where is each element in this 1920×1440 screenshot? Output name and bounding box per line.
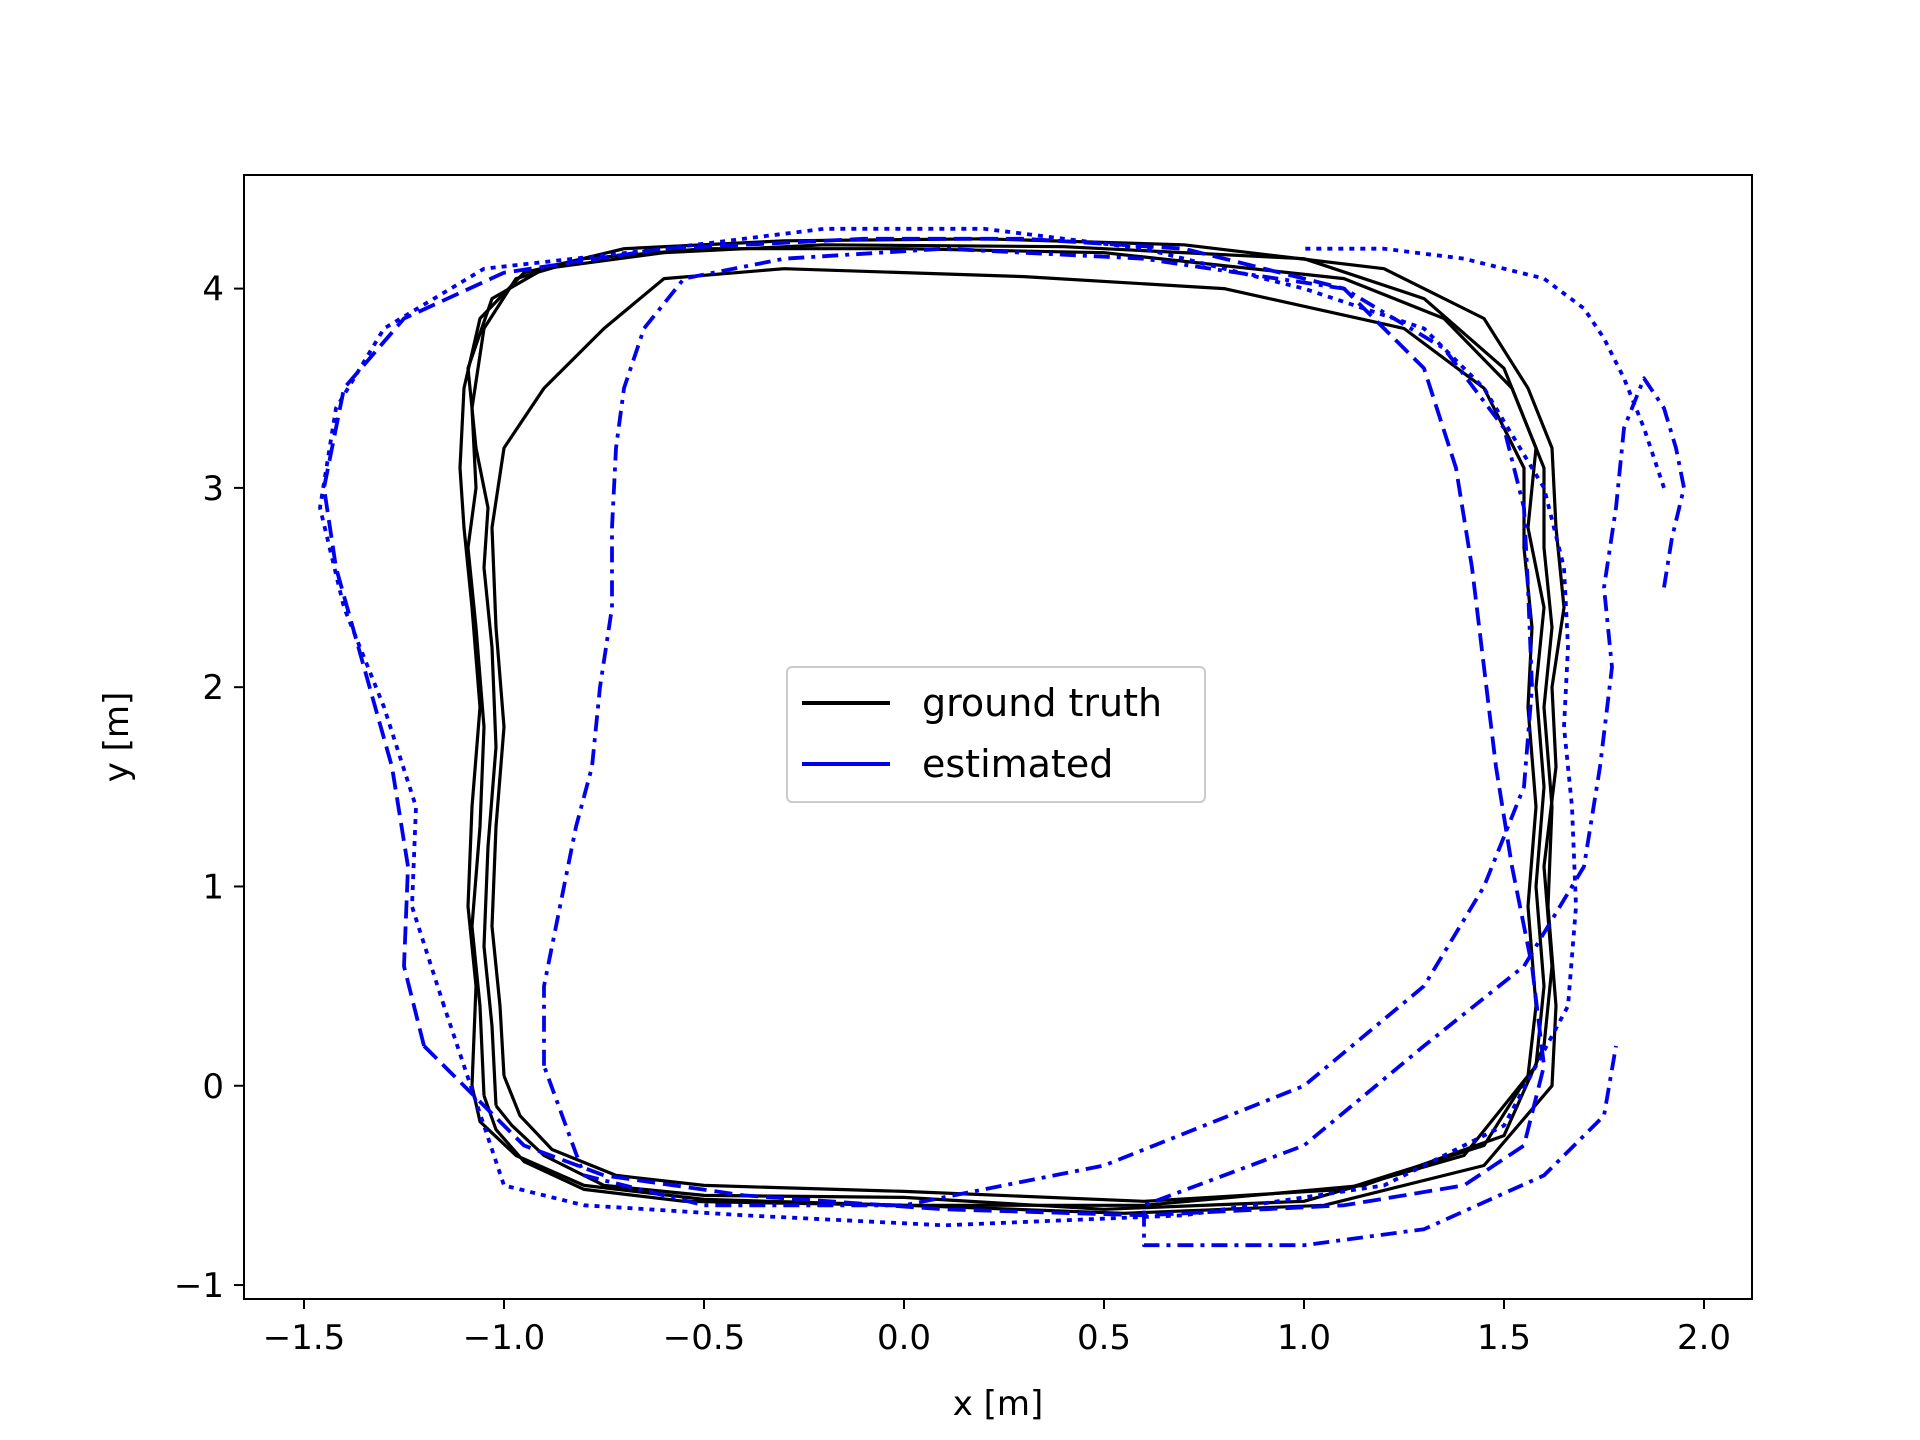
series-line-2	[458, 237, 1566, 1207]
x-axis-label: x [m]	[953, 1384, 1044, 1424]
series-line-8	[1304, 246, 1666, 489]
series-line-4	[322, 236, 1546, 1218]
series-layer	[318, 226, 1686, 1248]
y-axis-label: y [m]	[97, 692, 137, 783]
series-line-5	[318, 226, 1578, 1228]
y-tick-label: 1	[202, 867, 224, 907]
legend-label-ground-truth: ground truth	[922, 681, 1162, 725]
y-tick-label: 0	[202, 1067, 224, 1107]
x-tick-label: 0.5	[1077, 1318, 1131, 1358]
x-axis: −1.5 −1.0 −0.5 0.0 0.5 1.0 1.5 2.0	[263, 1299, 1731, 1358]
legend-label-estimated: estimated	[922, 742, 1113, 786]
x-tick-label: 0.0	[877, 1318, 931, 1358]
x-tick-label: −1.5	[263, 1318, 346, 1358]
series-line-3	[490, 267, 1538, 1203]
y-tick-label: 4	[202, 270, 224, 310]
legend: ground truth estimated	[786, 666, 1206, 803]
x-tick-label: 2.0	[1677, 1318, 1731, 1358]
legend-box	[786, 666, 1206, 803]
x-tick-label: 1.0	[1277, 1318, 1331, 1358]
x-tick-label: −1.0	[463, 1318, 546, 1358]
plot-area-frame	[243, 174, 1753, 1300]
series-line-6	[542, 246, 1534, 1208]
y-axis: −1 0 1 2 3 4	[174, 270, 244, 1306]
y-tick-label: 3	[202, 469, 224, 509]
series-line-1	[466, 247, 1558, 1215]
x-tick-label: 1.5	[1477, 1318, 1531, 1358]
y-tick-label: 2	[202, 668, 224, 708]
x-tick-label: −0.5	[663, 1318, 746, 1358]
y-tick-label: −1	[174, 1266, 224, 1306]
